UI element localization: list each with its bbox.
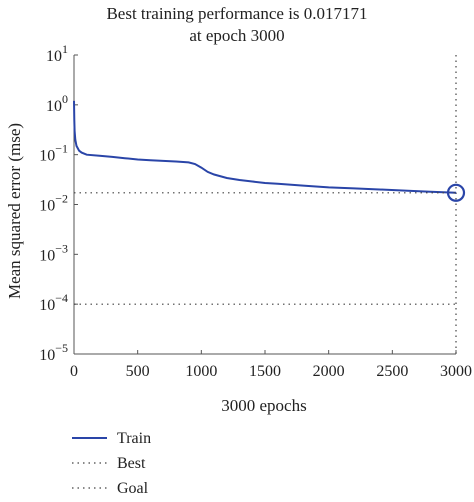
- y-tick-exponent: 1: [62, 42, 68, 56]
- y-tick-exponent: −5: [55, 341, 68, 355]
- y-tick-base: 10: [46, 98, 62, 115]
- y-tick-exponent: −3: [55, 241, 68, 255]
- y-tick-exponent: −1: [55, 142, 68, 156]
- y-tick-base: 10: [39, 247, 55, 264]
- y-tick-label: 100: [46, 92, 68, 115]
- y-tick-label: 10−2: [39, 192, 68, 215]
- x-tick-label: 3000: [440, 363, 472, 380]
- y-tick-label: 10−4: [39, 291, 68, 314]
- best-marker: [446, 183, 466, 202]
- legend-label-best: Best: [117, 455, 146, 472]
- y-tick-label: 10−3: [39, 241, 68, 264]
- y-tick-label: 101: [46, 42, 68, 65]
- y-tick-base: 10: [39, 297, 55, 314]
- y-tick-base: 10: [39, 198, 55, 215]
- x-axis-label: 3000 epochs: [221, 396, 306, 415]
- x-tick-label: 0: [70, 363, 78, 380]
- chart-title-line-2: at epoch 3000: [189, 26, 284, 45]
- y-tick-base: 10: [46, 48, 62, 65]
- x-tick-label: 1000: [185, 363, 217, 380]
- legend-label-goal: Goal: [117, 480, 149, 497]
- y-tick-label: 10−1: [39, 142, 68, 165]
- y-tick-label: 10−5: [39, 341, 68, 364]
- series-train-line: [73, 100, 457, 194]
- chart-title-line-1: Best training performance is 0.017171: [106, 4, 367, 23]
- x-tick-label: 500: [126, 363, 150, 380]
- y-axis-label: Mean squared error (mse): [5, 123, 24, 299]
- legend-label-train: Train: [117, 430, 151, 447]
- x-tick-label: 1500: [249, 363, 281, 380]
- y-tick-base: 10: [39, 148, 55, 165]
- y-tick-base: 10: [39, 347, 55, 364]
- y-tick-exponent: −4: [55, 291, 68, 305]
- y-tick-exponent: −2: [55, 192, 68, 206]
- x-tick-label: 2500: [376, 363, 408, 380]
- y-tick-exponent: 0: [62, 92, 68, 106]
- x-tick-label: 2000: [313, 363, 345, 380]
